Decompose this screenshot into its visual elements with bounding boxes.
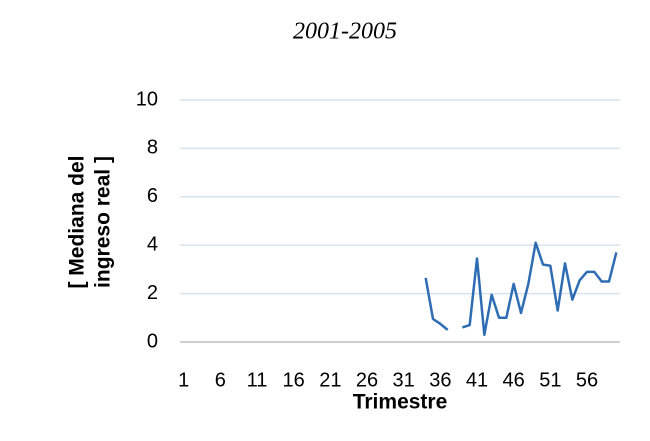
x-tick-label: 31 [393,369,415,391]
y-axis-title: [ Mediana del ingreso real ] [66,155,115,288]
x-axis-title: Trimestre [353,391,448,414]
y-axis-title-line: ingreso real ] [92,156,115,288]
x-tick-label: 1 [178,369,189,391]
x-tick-label: 26 [356,369,378,391]
data-line [424,241,618,336]
x-tick-label: 41 [466,369,488,391]
chart-title: 2001-2005 [293,19,397,45]
x-tick-label: 16 [283,369,305,391]
x-tick-label: 11 [247,369,268,391]
y-tick-label: 2 [147,282,158,304]
y-tick-label: 10 [136,88,158,110]
y-tick-label: 0 [147,330,158,352]
y-tick-label: 4 [147,233,158,255]
y-tick-label: 8 [147,137,158,159]
y-tick-label: 6 [147,185,158,207]
x-tick-label: 51 [539,369,561,391]
x-tick-label: 36 [429,369,451,391]
x-tick-label: 6 [215,369,226,391]
x-tick-label: 46 [503,369,525,391]
x-tick-label: 56 [576,369,598,391]
x-tick-label: 21 [319,369,341,391]
y-axis-title-line: [ Mediana del [66,155,89,288]
